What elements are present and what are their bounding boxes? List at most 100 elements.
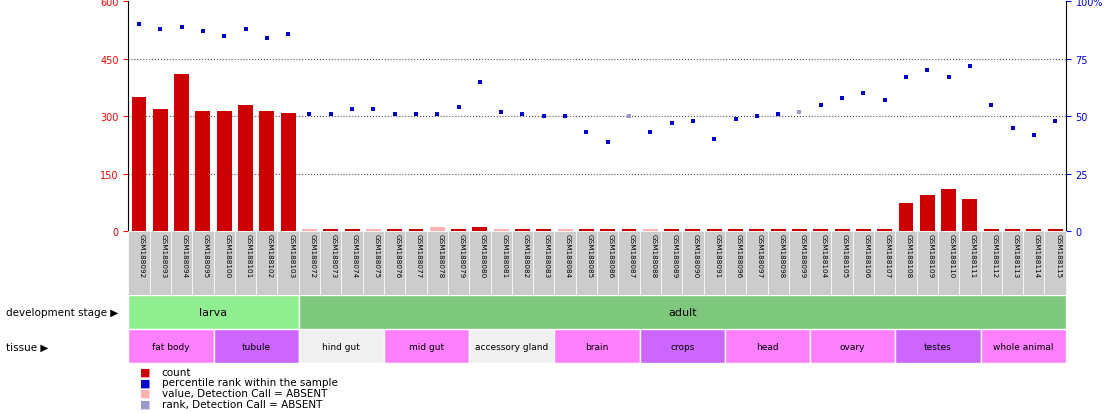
Text: GSM188088: GSM188088 (651, 234, 656, 278)
Text: GSM188087: GSM188087 (629, 234, 635, 278)
Bar (895, 330, 981, 363)
Bar (469, 232, 491, 296)
Bar (299, 296, 1066, 330)
Bar (514, 230, 530, 232)
Text: GSM188090: GSM188090 (693, 234, 699, 278)
Bar (916, 232, 937, 296)
Text: GSM188097: GSM188097 (757, 234, 763, 278)
Bar (810, 330, 895, 363)
Bar (1006, 230, 1020, 232)
Bar (512, 232, 533, 296)
Bar (302, 230, 317, 232)
Text: GSM188110: GSM188110 (949, 234, 954, 278)
Bar (750, 230, 764, 232)
Text: GSM188093: GSM188093 (161, 234, 166, 278)
Bar (555, 330, 639, 363)
Bar (213, 232, 234, 296)
Bar (408, 230, 423, 232)
Text: GSM188092: GSM188092 (140, 234, 145, 278)
Bar (1002, 232, 1023, 296)
Bar (937, 232, 960, 296)
Bar (299, 330, 384, 363)
Bar (639, 232, 661, 296)
Bar (299, 232, 320, 296)
Bar (706, 230, 722, 232)
Text: ■: ■ (140, 399, 150, 408)
Bar (128, 296, 299, 330)
Bar (618, 232, 639, 296)
Text: GSM188112: GSM188112 (991, 234, 998, 278)
Bar (192, 232, 213, 296)
Text: percentile rank within the sample: percentile rank within the sample (162, 377, 338, 387)
Bar (728, 230, 743, 232)
Text: hind gut: hind gut (323, 342, 360, 351)
Bar (1023, 232, 1045, 296)
Text: GSM188101: GSM188101 (246, 234, 251, 278)
Text: larva: larva (200, 308, 228, 318)
Bar (345, 230, 359, 232)
Bar (324, 230, 338, 232)
Bar (814, 230, 828, 232)
Bar (771, 230, 786, 232)
Text: testes: testes (924, 342, 952, 351)
Bar (405, 232, 426, 296)
Bar (128, 330, 213, 363)
Text: accessory gland: accessory gland (475, 342, 548, 351)
Bar (387, 230, 402, 232)
Text: rank, Detection Call = ABSENT: rank, Detection Call = ABSENT (162, 399, 323, 408)
Bar (792, 230, 807, 232)
Bar (853, 232, 874, 296)
Text: GSM188074: GSM188074 (352, 234, 358, 278)
Text: count: count (162, 367, 191, 377)
Bar (622, 230, 636, 232)
Text: ■: ■ (140, 377, 150, 387)
Bar (661, 232, 682, 296)
Text: fat body: fat body (152, 342, 190, 351)
Bar (430, 228, 444, 232)
Bar (831, 232, 853, 296)
Text: GSM188081: GSM188081 (501, 234, 507, 278)
Text: brain: brain (586, 342, 608, 351)
Text: GSM188085: GSM188085 (586, 234, 593, 278)
Bar (366, 230, 381, 232)
Bar (384, 330, 469, 363)
Text: value, Detection Call = ABSENT: value, Detection Call = ABSENT (162, 388, 327, 398)
Text: tubule: tubule (241, 342, 271, 351)
Bar (576, 232, 597, 296)
Bar (384, 232, 405, 296)
Bar (874, 232, 895, 296)
Text: GSM188114: GSM188114 (1033, 234, 1040, 278)
Text: GSM188089: GSM188089 (672, 234, 677, 278)
Bar (153, 109, 167, 232)
Text: GSM188094: GSM188094 (182, 234, 187, 278)
Text: tissue ▶: tissue ▶ (6, 342, 48, 351)
Bar (281, 113, 296, 232)
Text: ■: ■ (140, 388, 150, 398)
Bar (472, 227, 488, 232)
Text: GSM188107: GSM188107 (885, 234, 891, 278)
Bar (363, 232, 384, 296)
Text: GSM188076: GSM188076 (395, 234, 401, 278)
Bar (725, 330, 810, 363)
Bar (664, 230, 679, 232)
Text: GSM188111: GSM188111 (970, 234, 975, 278)
Text: GSM188075: GSM188075 (374, 234, 379, 278)
Bar (341, 232, 363, 296)
Text: GSM188102: GSM188102 (267, 234, 272, 278)
Bar (426, 232, 448, 296)
Text: development stage ▶: development stage ▶ (6, 308, 118, 318)
Bar (981, 232, 1002, 296)
Text: mid gut: mid gut (410, 342, 444, 351)
Bar (984, 230, 999, 232)
Bar (1027, 230, 1041, 232)
Bar (537, 230, 551, 232)
Bar (920, 195, 935, 232)
Text: GSM188108: GSM188108 (906, 234, 912, 278)
Bar (810, 232, 831, 296)
Text: GSM188091: GSM188091 (714, 234, 720, 278)
Text: GSM188105: GSM188105 (843, 234, 848, 278)
Bar (768, 232, 789, 296)
Bar (491, 232, 512, 296)
Text: GSM188103: GSM188103 (288, 234, 295, 278)
Text: GSM188098: GSM188098 (778, 234, 785, 278)
